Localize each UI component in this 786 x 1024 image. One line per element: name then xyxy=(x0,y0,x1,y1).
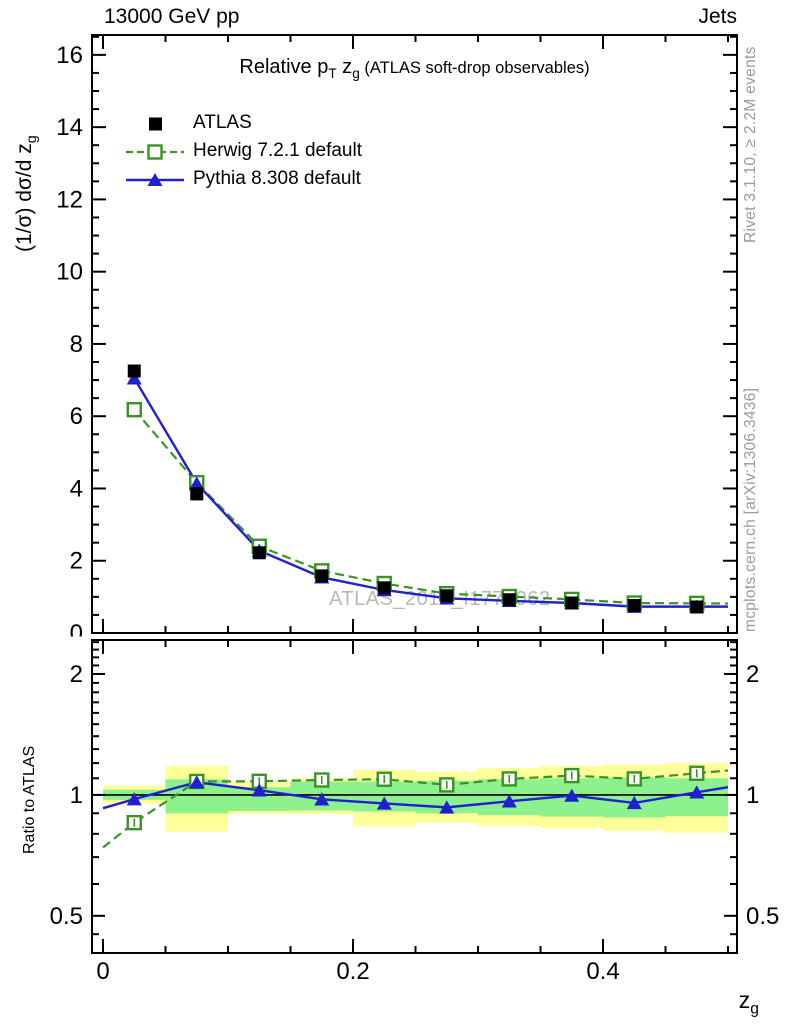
ratio-axis-title: Ratio to ATLAS xyxy=(21,745,38,854)
herwig-line-ratio xyxy=(102,769,729,849)
title-prefix: Relative p xyxy=(239,56,329,78)
pythia-line-ratio xyxy=(102,781,729,810)
mcplots-credit-text: mcplots.cern.ch [arXiv:1306.3436] xyxy=(742,387,759,632)
legend-item-pythia: Pythia 8.308 default xyxy=(126,165,362,193)
pythia-marker-main xyxy=(189,476,205,490)
beam-title: 13000 GeV pp xyxy=(104,5,240,28)
plot-title: Relative pT zg (ATLAS soft-drop observab… xyxy=(92,56,737,81)
atlas-marker-main xyxy=(127,364,141,378)
ratio-y-tick-label-right: 1 xyxy=(746,782,759,809)
x-axis-title-text: z xyxy=(738,987,751,1013)
herwig-marker-icon xyxy=(126,143,184,160)
main-y-tick-label: 8 xyxy=(70,331,83,358)
pythia-marker-main xyxy=(126,371,142,385)
pythia-marker-ratio xyxy=(564,788,580,802)
pythia-line-main xyxy=(133,377,728,608)
pythia-marker-ratio xyxy=(314,792,330,806)
main-y-tick-label: 4 xyxy=(70,475,83,502)
main-y-tick-label: 2 xyxy=(70,548,83,575)
ratio-y-tick-label-right: 2 xyxy=(746,661,759,688)
ratio-y-tick-label-left: 0.5 xyxy=(50,903,83,930)
legend-label-atlas: ATLAS xyxy=(193,112,252,133)
atlas-marker-main xyxy=(190,487,204,501)
main-y-tick-label: 6 xyxy=(70,403,83,430)
atlas-marker-main xyxy=(377,581,391,595)
y-axis-title-sub: g xyxy=(24,135,41,144)
ratio-y-tick-label-left: 1 xyxy=(70,782,83,809)
x-tick-label: 0.2 xyxy=(336,958,369,985)
title-suffix: (ATLAS soft-drop observables) xyxy=(359,59,590,77)
main-y-tick-label: 14 xyxy=(56,114,83,141)
atlas-marker-main xyxy=(565,596,579,610)
x-tick-label: 0.4 xyxy=(586,958,619,985)
x-tick-label: 0 xyxy=(96,958,109,985)
x-axis-title-sub: g xyxy=(750,1000,759,1018)
ratio-y-tick-label-right: 0.5 xyxy=(746,903,779,930)
pythia-marker-ratio xyxy=(626,795,642,810)
title-sub-g: g xyxy=(352,66,360,81)
process-title: Jets xyxy=(698,5,737,28)
pythia-marker-ratio xyxy=(439,800,455,814)
title-mid: z xyxy=(336,56,353,78)
atlas-marker-icon xyxy=(149,117,162,130)
pythia-marker-icon xyxy=(126,172,184,186)
rivet-version-text: Rivet 3.1.10, ≥ 2.2M events xyxy=(742,46,759,243)
pythia-marker-ratio xyxy=(376,796,392,810)
legend: ATLAS Herwig 7.2.1 default Pythia 8.308 … xyxy=(126,109,362,193)
y-axis-title-text: (1/σ) dσ/d z xyxy=(13,143,36,252)
atlas-marker-main xyxy=(440,589,454,603)
pythia-marker-ratio xyxy=(251,783,267,797)
herwig-marker-main xyxy=(126,401,142,418)
x-axis-title: zg xyxy=(739,987,759,1019)
atlas-marker-main xyxy=(502,593,516,607)
main-y-tick-label: 12 xyxy=(56,186,83,213)
title-sub-t: T xyxy=(328,66,337,81)
pythia-marker-ratio xyxy=(501,794,517,808)
atlas-marker-main xyxy=(252,546,266,560)
atlas-marker-main xyxy=(627,599,641,613)
herwig-line-main xyxy=(133,408,729,605)
y-axis-title: (1/σ) dσ/d zg xyxy=(13,135,40,252)
main-y-tick-label: 10 xyxy=(56,259,83,286)
main-y-tick-label: 16 xyxy=(56,42,83,69)
atlas-marker-main xyxy=(315,569,329,583)
legend-item-atlas: ATLAS xyxy=(126,109,362,137)
pythia-marker-ratio xyxy=(689,785,705,799)
pythia-marker-ratio xyxy=(126,792,142,806)
ratio-y-tick-label-left: 2 xyxy=(70,661,83,688)
legend-label-herwig: Herwig 7.2.1 default xyxy=(193,140,362,161)
legend-item-herwig: Herwig 7.2.1 default xyxy=(126,137,362,165)
atlas-marker-main xyxy=(690,600,704,614)
legend-label-pythia: Pythia 8.308 default xyxy=(193,168,361,189)
pythia-marker-ratio xyxy=(189,775,205,789)
